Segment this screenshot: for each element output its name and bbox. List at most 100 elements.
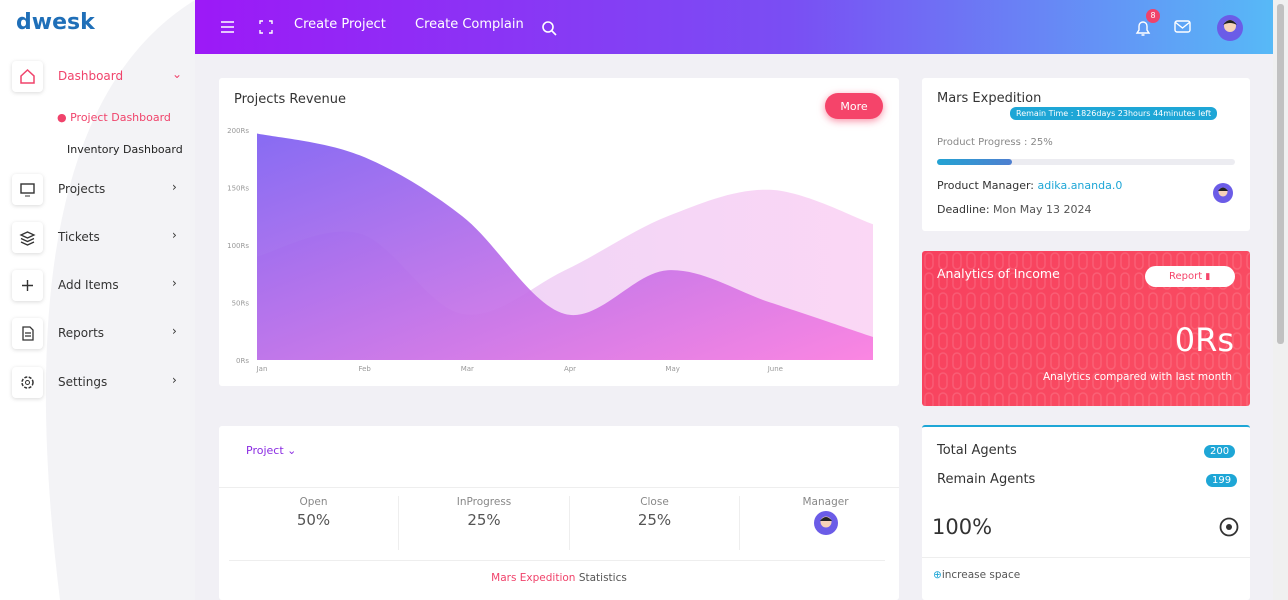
y-tick-label: 100Rs	[227, 242, 249, 250]
agents-card: Total Agents 200 Remain Agents 199 100% …	[922, 425, 1250, 600]
logo[interactable]: dwesk	[16, 10, 95, 35]
card-title: Analytics of Income	[937, 266, 1060, 281]
menu-item[interactable]: Add Items ›	[12, 270, 192, 302]
stat-column: Close 25%	[570, 496, 740, 550]
report-label: Report	[1169, 271, 1203, 282]
submenu-label: Project Dashboard	[70, 111, 171, 124]
x-tick-label: June	[767, 365, 783, 373]
chevron: ›	[172, 276, 177, 290]
x-tick-label: Apr	[564, 365, 576, 373]
menu-label: Add Items	[58, 278, 119, 292]
menu-label: Reports	[58, 326, 105, 340]
nav-link[interactable]: Create Project	[294, 17, 386, 32]
target-icon	[1219, 517, 1239, 537]
y-tick-label: 0Rs	[236, 357, 249, 365]
menu-item[interactable]: Projects ›	[12, 174, 192, 206]
stat-label: InProgress	[456, 496, 512, 508]
chevron: ›	[172, 324, 177, 338]
footer-highlight: Mars Expedition	[491, 572, 576, 584]
manager-row: Product Manager: adika.ananda.0	[937, 179, 1122, 192]
stat-column: Manager	[741, 496, 911, 550]
income-caption: Analytics compared with last month	[1042, 371, 1232, 383]
y-tick-label: 50Rs	[232, 300, 250, 308]
scrollbar[interactable]	[1273, 0, 1288, 600]
agent-label: Remain Agents	[937, 472, 1036, 487]
mail-icon[interactable]	[1174, 20, 1192, 34]
submenu-item[interactable]: ● Project Dashboard	[57, 111, 171, 124]
menu-item[interactable]: Dashboard ⌄	[12, 61, 192, 93]
stats-card: Project ⌄ Open 50% InProgress 25% Close 25% Ma…	[219, 426, 899, 600]
stat-label: Manager	[802, 496, 849, 508]
y-tick-label: 150Rs	[227, 185, 249, 193]
label: Deadline:	[937, 203, 990, 216]
progress-label: Product Progress : 25%	[937, 137, 1053, 148]
chevron: ›	[172, 180, 177, 194]
project-card: Mars Expedition Remain Time : 1826days 2…	[922, 78, 1250, 231]
project-dropdown[interactable]: Project ⌄	[246, 444, 297, 457]
chart-card: 0Rs 50Rs 100Rs 150Rs 200Rs Jan Feb Mar Apr May Jun…	[219, 78, 899, 386]
x-tick-label: Feb	[358, 365, 371, 373]
search-icon[interactable]	[541, 20, 557, 36]
label: Product Manager:	[937, 179, 1034, 192]
bell-icon[interactable]	[1133, 18, 1153, 38]
menu-item[interactable]: Tickets ›	[12, 222, 192, 254]
menu-item[interactable]: Reports ›	[12, 318, 192, 350]
sidebar: dwesk Dashboard ⌄ ● Project Dashboard Inv…	[0, 0, 195, 600]
chevron: ⌄	[172, 67, 183, 81]
stat-column: InProgress 25%	[400, 496, 570, 550]
progress-track	[937, 159, 1235, 165]
chevron: ›	[172, 228, 177, 242]
more-button-label: More	[840, 100, 868, 113]
dropdown-label: Project	[246, 444, 284, 457]
icon	[12, 367, 43, 398]
deadline: Mon May 13 2024	[993, 203, 1092, 216]
x-tick-label: Jan	[256, 365, 268, 373]
stat-label: Close	[640, 496, 669, 508]
footer-text: Statistics	[578, 572, 627, 584]
chart-title: Projects Revenue	[234, 92, 346, 107]
agent-badge: 200	[1204, 445, 1236, 458]
stats-footer: Mars Expedition Statistics	[219, 572, 899, 584]
nav-link[interactable]: Create Complain	[415, 17, 524, 32]
header-icons[interactable]	[219, 19, 279, 35]
agents-percent: 100%	[932, 515, 993, 539]
icon	[12, 270, 43, 301]
area	[257, 133, 873, 360]
avatar	[813, 511, 838, 535]
avatar[interactable]	[1216, 14, 1244, 42]
x-tick-label: Mar	[461, 365, 474, 373]
chevron: ›	[172, 373, 177, 387]
stat-label: Open	[299, 496, 328, 508]
menu-item[interactable]: Settings ›	[12, 367, 192, 399]
menu-label: Tickets	[58, 230, 100, 244]
card-title: Mars Expedition	[937, 91, 1042, 106]
submenu-item[interactable]: Inventory Dashboard	[67, 143, 183, 156]
notification-badge: 8	[1146, 9, 1160, 23]
progress-bar	[937, 159, 1012, 165]
avatar	[1213, 183, 1233, 203]
menu-label: Projects	[58, 182, 106, 196]
stat-value: 25%	[637, 511, 672, 529]
agents-footer: ⊕increase space	[933, 569, 1021, 581]
manager-link[interactable]: adika.ananda.0	[1037, 179, 1123, 192]
report-button[interactable]: Report ▮	[1145, 266, 1235, 287]
header: Create Project Create Complain 8	[195, 0, 1273, 54]
sidebar-bg	[45, 0, 195, 600]
agent-badge: 199	[1206, 474, 1238, 487]
x-tick-label: May	[665, 365, 679, 373]
income-card: Analytics of Income Report ▮ 0Rs Analyti…	[922, 251, 1250, 406]
icon	[12, 61, 43, 92]
stat-value: 50%	[296, 511, 331, 529]
chart: 0Rs 50Rs 100Rs 150Rs 200Rs Jan Feb Mar Apr May Jun…	[227, 92, 883, 373]
footer-text: increase space	[941, 569, 1021, 581]
income-value: 0Rs	[1174, 321, 1234, 359]
icon	[12, 318, 43, 349]
y-tick-label: 200Rs	[227, 127, 249, 135]
stat-column: Open 50%	[229, 496, 399, 550]
icon	[12, 174, 43, 205]
deadline-row: Deadline: Mon May 13 2024	[937, 203, 1091, 216]
remaining-badge: Remain Time : 1826days 23hours 44minutes…	[1010, 107, 1218, 120]
agent-label: Total Agents	[937, 443, 1017, 458]
more-button[interactable]	[825, 93, 883, 119]
